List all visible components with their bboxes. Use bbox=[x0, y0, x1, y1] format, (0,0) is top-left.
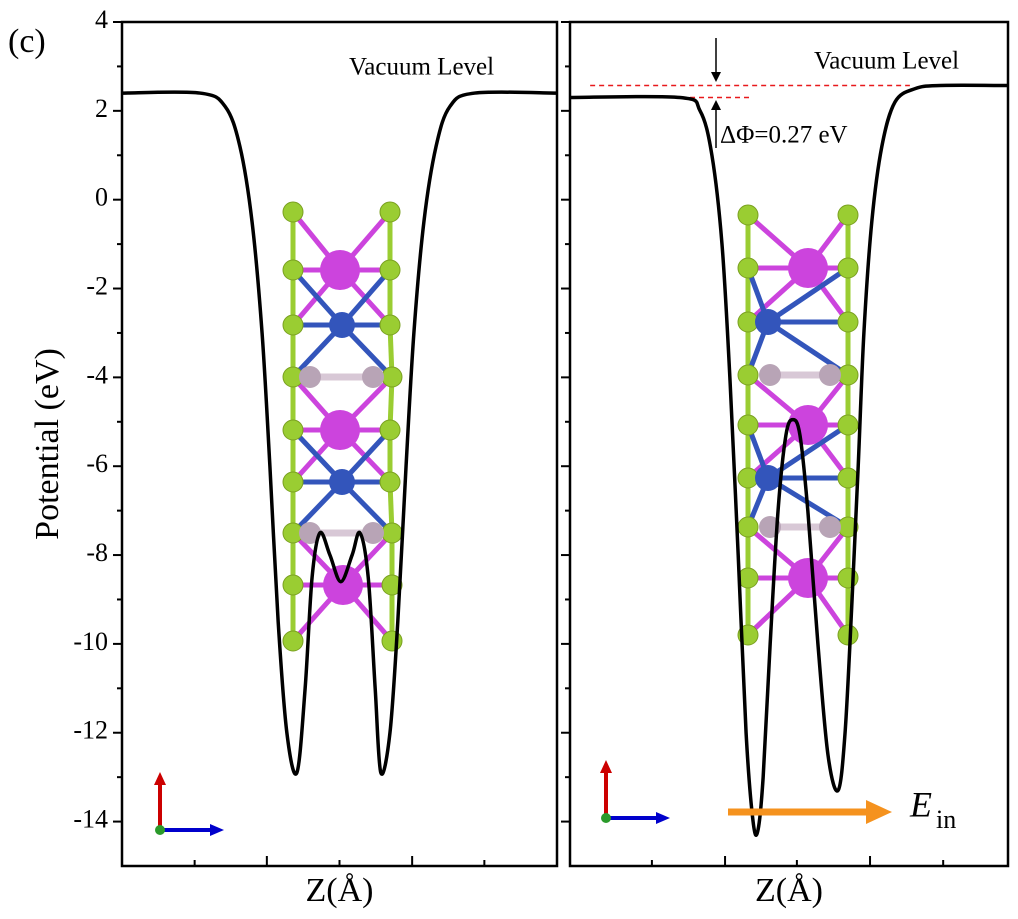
atom bbox=[282, 471, 304, 493]
y-tick-label: 0 bbox=[95, 183, 108, 212]
atom bbox=[837, 311, 859, 333]
field-arrow bbox=[866, 800, 892, 824]
atom bbox=[320, 250, 360, 290]
y-tick-label: -10 bbox=[73, 627, 108, 656]
atom bbox=[379, 314, 401, 336]
x-axis-label: Z(Å) bbox=[306, 872, 374, 909]
structure bbox=[154, 201, 859, 836]
annotation: Vacuum Level bbox=[814, 48, 959, 75]
y-tick-label: 2 bbox=[95, 94, 108, 123]
atom bbox=[837, 204, 859, 226]
arrow bbox=[711, 72, 721, 82]
atom bbox=[788, 558, 828, 598]
y-tick-label: -6 bbox=[86, 449, 108, 478]
axis-glyph bbox=[210, 824, 224, 836]
atom bbox=[381, 522, 403, 544]
atom bbox=[379, 201, 401, 223]
atom bbox=[819, 516, 841, 538]
atom bbox=[379, 419, 401, 441]
axis-glyph bbox=[600, 760, 612, 773]
x-axis-label: Z(Å) bbox=[755, 872, 823, 909]
atom bbox=[282, 419, 304, 441]
atom bbox=[837, 414, 859, 436]
axis-glyph bbox=[154, 772, 166, 785]
axis-glyph bbox=[656, 812, 670, 824]
atom bbox=[788, 248, 828, 288]
atom bbox=[737, 516, 759, 538]
potential-line bbox=[569, 83, 1009, 837]
panel-label: (c) bbox=[8, 23, 46, 60]
atom bbox=[282, 314, 304, 336]
y-tick-label: -8 bbox=[86, 538, 108, 567]
arrow bbox=[711, 100, 721, 110]
atom bbox=[381, 574, 403, 596]
annotation: Vacuum Level bbox=[349, 54, 494, 81]
atom bbox=[379, 259, 401, 281]
axis-glyph bbox=[155, 825, 165, 835]
plot-frame bbox=[568, 20, 1010, 868]
atom bbox=[329, 312, 355, 338]
atom bbox=[282, 574, 304, 596]
y-tick-label: -12 bbox=[73, 716, 108, 745]
annotation: E bbox=[909, 784, 932, 824]
atom bbox=[381, 630, 403, 652]
y-tick-label: -2 bbox=[86, 271, 108, 300]
annotation: in bbox=[936, 805, 956, 834]
annotation: ΔΦ=0.27 eV bbox=[720, 122, 848, 149]
potential-line bbox=[121, 90, 558, 776]
atom bbox=[282, 630, 304, 652]
bond bbox=[766, 265, 850, 325]
atom bbox=[837, 624, 859, 646]
atom bbox=[282, 201, 304, 223]
atom bbox=[837, 467, 859, 489]
atom bbox=[282, 259, 304, 281]
atom bbox=[737, 257, 759, 279]
atom bbox=[788, 405, 828, 445]
y-axis-label: Potential (eV) bbox=[29, 348, 66, 540]
atom bbox=[379, 471, 401, 493]
atom bbox=[362, 522, 384, 544]
atom bbox=[737, 204, 759, 226]
atom bbox=[381, 366, 403, 388]
atom bbox=[755, 309, 781, 335]
atom bbox=[759, 364, 781, 386]
axis-glyph bbox=[601, 813, 611, 823]
atom bbox=[755, 465, 781, 491]
y-tick-label: -4 bbox=[86, 360, 108, 389]
atom bbox=[737, 414, 759, 436]
atom bbox=[837, 257, 859, 279]
atom bbox=[362, 366, 384, 388]
atom bbox=[320, 410, 360, 450]
atom bbox=[329, 469, 355, 495]
atom bbox=[323, 565, 363, 605]
atom bbox=[299, 366, 321, 388]
atom bbox=[299, 522, 321, 544]
y-tick-label: -14 bbox=[73, 805, 108, 834]
atom bbox=[737, 364, 759, 386]
atom bbox=[819, 364, 841, 386]
y-tick-label: 4 bbox=[95, 5, 108, 34]
